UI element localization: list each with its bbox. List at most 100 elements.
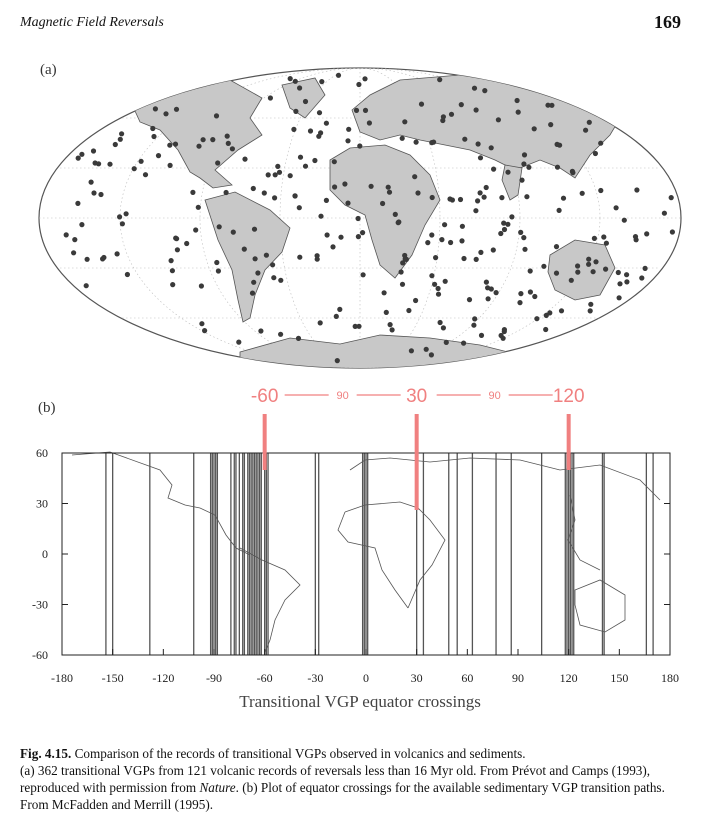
vgp-dot [408, 348, 414, 354]
vgp-dot [396, 219, 402, 225]
vgp-dot [124, 271, 130, 278]
vgp-dot [296, 205, 302, 211]
vgp-dot [402, 256, 408, 262]
vgp-dot [337, 306, 343, 312]
caption-journal: Nature [199, 780, 236, 795]
vgp-dot [527, 289, 534, 295]
caption-part-b: . (b) Plot of equator crossings for the … [20, 780, 665, 812]
vgp-dot [168, 258, 174, 264]
vgp-dot [425, 240, 431, 246]
vgp-dot [485, 296, 491, 302]
vgp-dot [447, 196, 453, 202]
vgp-dot [352, 323, 358, 329]
vgp-dot [119, 131, 125, 137]
vgp-dot [392, 211, 398, 217]
vgp-dot [402, 119, 408, 125]
vgp-dot [278, 331, 284, 337]
vgp-dot [323, 120, 329, 126]
vgp-dot [200, 137, 206, 143]
continent-australia [547, 239, 616, 301]
vgp-dot [481, 194, 487, 200]
vgp-dot [91, 190, 97, 196]
x-tick-label: 180 [661, 671, 679, 685]
x-tick-label: -120 [152, 671, 174, 685]
vgp-dot [498, 230, 504, 237]
vgp-dot [355, 234, 361, 240]
vgp-dot [213, 113, 220, 119]
vgp-dot [173, 106, 180, 112]
vgp-dot [287, 173, 293, 179]
vgp-dot [590, 269, 596, 275]
vgp-dot [483, 279, 489, 285]
panel-a-label: (a) [40, 62, 57, 78]
vgp-dot [461, 340, 467, 346]
vgp-dot [400, 260, 406, 266]
vgp-dot [278, 277, 284, 283]
vgp-dot [570, 170, 576, 176]
vgp-dot [462, 136, 468, 142]
page-number: 169 [654, 12, 681, 32]
vgp-dot [587, 308, 593, 314]
vgp-dot [252, 256, 258, 262]
vgp-dot [429, 232, 435, 238]
vgp-dot [292, 193, 298, 199]
vgp-dot [265, 172, 271, 178]
vgp-dot [215, 160, 221, 166]
vgp-dot [615, 269, 621, 276]
vgp-dot [335, 72, 342, 78]
vgp-dot [107, 161, 113, 167]
vgp-dot [380, 200, 386, 207]
vgp-dot [429, 194, 435, 201]
vgp-dot [258, 328, 264, 334]
vgp-dot [193, 227, 199, 233]
vgp-dot [509, 214, 515, 220]
vgp-dot [75, 200, 81, 206]
vgp-dot [505, 221, 511, 227]
vgp-dot [435, 285, 441, 292]
vgp-dot [472, 316, 478, 322]
caption-part-a: (a) 362 transitional VGPs from 121 volca… [20, 763, 651, 795]
vgp-dot [271, 275, 277, 281]
annotation-span-label: 90 [337, 390, 349, 402]
vgp-dot [459, 223, 465, 229]
vgp-dot [276, 169, 283, 175]
vgp-dot [332, 184, 338, 190]
vgp-dot [493, 290, 499, 296]
vgp-dot [558, 308, 565, 314]
vgp-dot [621, 217, 627, 223]
vgp-dot [603, 266, 609, 272]
vgp-dot [517, 300, 523, 306]
vgp-dot [150, 125, 156, 132]
vgp-dot [592, 150, 599, 157]
vgp-dot [98, 191, 104, 198]
vgp-dot [198, 283, 204, 289]
vgp-dot [553, 244, 560, 250]
vgp-world-map [38, 67, 682, 369]
vgp-dot [518, 291, 524, 297]
x-tick-label: 120 [560, 671, 578, 685]
vgp-dot [532, 293, 538, 300]
vgp-dot [236, 339, 242, 345]
vgp-dot [442, 222, 448, 228]
vgp-dot [547, 310, 553, 316]
figure-caption: Fig. 4.15. Comparison of the records of … [20, 745, 680, 813]
vgp-dot [477, 155, 484, 161]
vgp-dot [437, 77, 443, 83]
vgp-dot [548, 122, 554, 128]
x-tick-label: -180 [51, 671, 73, 685]
vgp-dot [442, 278, 448, 284]
vgp-dot [295, 335, 302, 341]
vgp-dot [117, 136, 123, 142]
vgp-dot [385, 184, 391, 190]
vgp-dot [117, 214, 123, 220]
vgp-dot [501, 226, 508, 233]
vgp-dot [366, 120, 372, 126]
x-tick-label: 90 [512, 671, 524, 685]
vgp-dot [613, 205, 619, 211]
vgp-dot [297, 154, 304, 160]
vgp-dot [473, 208, 479, 214]
vgp-dot [346, 126, 352, 132]
vgp-dot [583, 127, 589, 133]
vgp-dot [473, 107, 479, 113]
vgp-dot [624, 279, 630, 285]
